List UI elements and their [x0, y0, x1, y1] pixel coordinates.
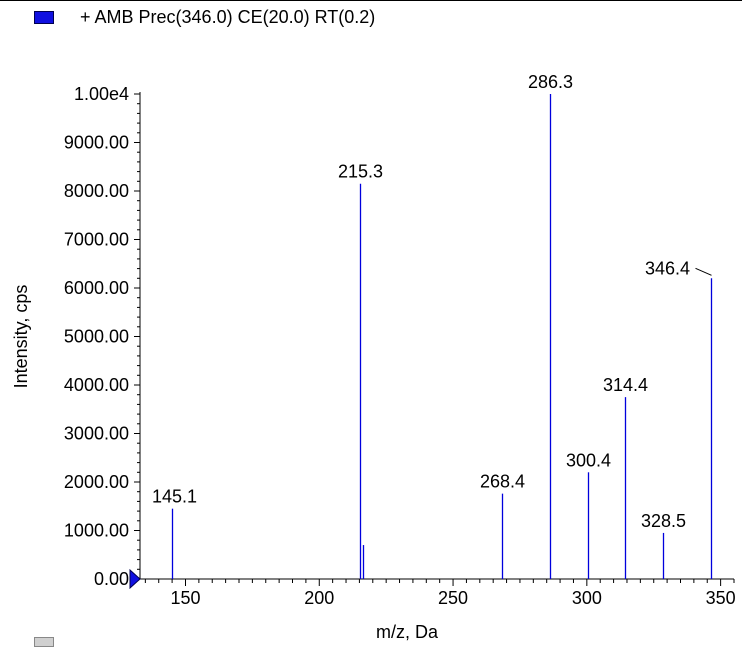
- peaks: [171, 94, 713, 579]
- y-tick-label: 2000.00: [64, 472, 129, 492]
- y-tick-label: 0.00: [94, 569, 129, 589]
- baseline-marker-icon[interactable]: [129, 568, 141, 590]
- peak-label: 268.4: [480, 472, 525, 492]
- secondary-legend-swatch[interactable]: [34, 637, 54, 647]
- peak-labels: 145.1 215.3 268.4 286.3 300.4 314.4 328.5 346.4: [152, 72, 712, 531]
- y-tick-label: 9000.00: [64, 133, 129, 153]
- y-axis-title: Intensity, cps: [11, 285, 31, 389]
- y-tick-label: 4000.00: [64, 375, 129, 395]
- peak-label: 145.1: [152, 487, 197, 507]
- y-tick-label: 8000.00: [64, 181, 129, 201]
- peak-label: 328.5: [641, 511, 686, 531]
- axes: 0.00 1000.00 2000.00 3000.00 4000.00 5000.00 6…: [64, 84, 736, 608]
- top-border: [0, 0, 742, 1]
- x-tick-label: 200: [304, 588, 334, 608]
- legend: + AMB Prec(346.0) CE(20.0) RT(0.2): [34, 6, 375, 28]
- peak-label: 286.3: [528, 72, 573, 92]
- peak-label: 346.4: [645, 258, 690, 278]
- peak-label: 215.3: [338, 162, 383, 182]
- x-tick-label: 300: [572, 588, 602, 608]
- y-tick-label: 5000.00: [64, 327, 129, 347]
- x-axis-title: m/z, Da: [376, 622, 439, 642]
- peak-leader-line: [695, 267, 712, 276]
- x-tick-label: 250: [438, 588, 468, 608]
- legend-swatch[interactable]: [34, 10, 54, 24]
- peak-label: 314.4: [603, 375, 648, 395]
- legend-label: + AMB Prec(346.0) CE(20.0) RT(0.2): [80, 6, 376, 27]
- y-tick-label: 6000.00: [64, 278, 129, 298]
- x-tick-label: 350: [706, 588, 736, 608]
- y-tick-label: 1000.00: [64, 521, 129, 541]
- y-tick-label: 3000.00: [64, 424, 129, 444]
- y-tick-label: 7000.00: [64, 230, 129, 250]
- y-tick-label: 1.00e4: [74, 84, 129, 104]
- x-tick-label: 150: [170, 588, 200, 608]
- peak-label: 300.4: [566, 450, 611, 470]
